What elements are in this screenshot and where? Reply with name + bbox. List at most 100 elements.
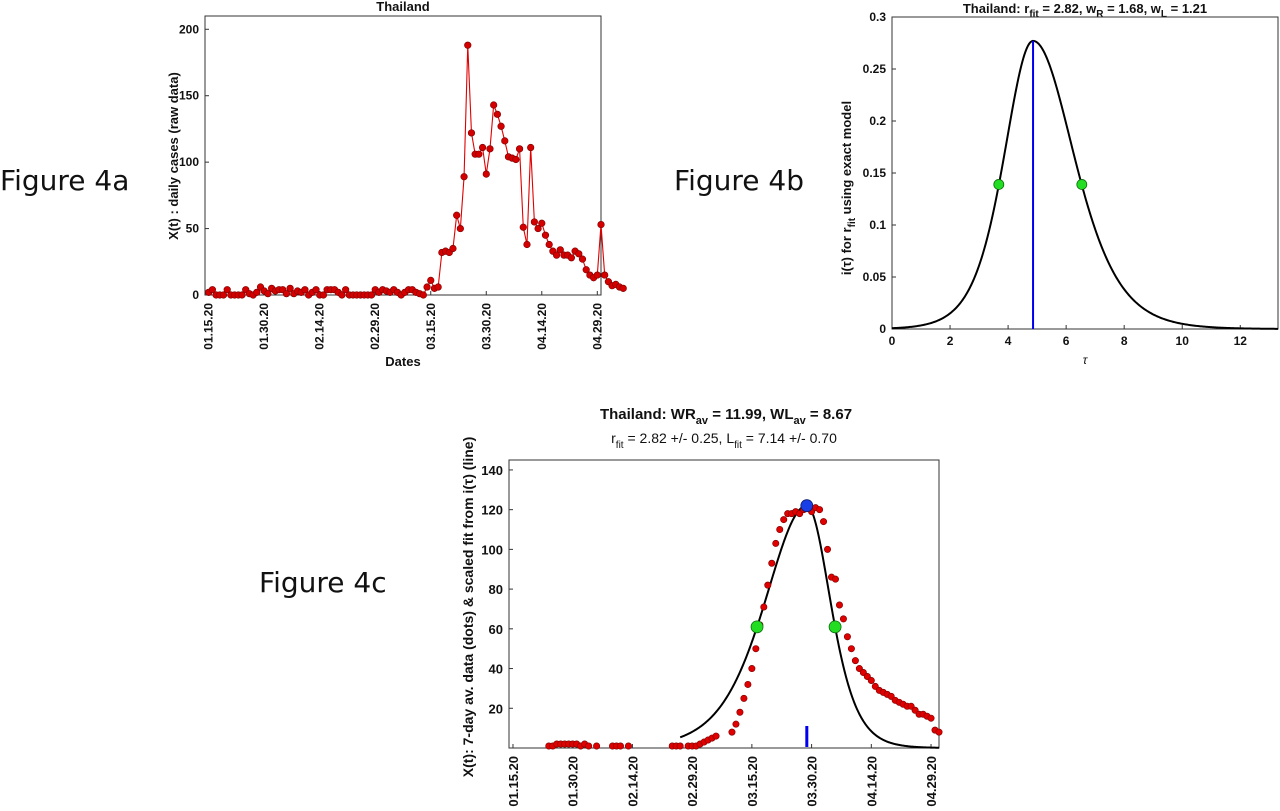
fig4a-data-point <box>427 276 435 284</box>
fig4a-data-point <box>490 101 498 109</box>
fig4c-data-point <box>768 559 776 567</box>
fig4b-half-max-point <box>1076 179 1088 190</box>
fig4c-data-point <box>780 516 788 524</box>
fig4c-fit-curve <box>679 504 940 749</box>
fig4b-x-axis-label: τ <box>1083 353 1089 367</box>
fig4a-y-tick-label: 50 <box>186 222 200 236</box>
fig4c-peak-point <box>800 499 814 513</box>
fig4a-x-tick-label: 04.14.20 <box>535 303 549 350</box>
fig4a-title: Thailand <box>376 0 430 14</box>
fig4c-subtitle: rfit = 2.82 +/- 0.25, Lfit = 7.14 +/- 0.… <box>611 430 837 451</box>
fig4c-data-point <box>835 601 843 609</box>
fig4c-data-point <box>732 720 740 728</box>
fig4b-half-max-point <box>993 179 1005 190</box>
fig4c-chart: Thailand: WRav = 11.99, WLav = 8.67 rfit… <box>460 406 943 807</box>
fig4a-data-point <box>552 251 561 259</box>
fig4b-plot-area <box>891 16 1279 330</box>
fig4c-data-point <box>740 694 748 702</box>
fig4c-data-point <box>585 742 593 750</box>
fig4c-data-point <box>935 728 943 736</box>
fig4a-data-point <box>319 291 328 299</box>
figure-4a-label: Figure 4a <box>0 164 130 197</box>
fig4a-data-point <box>464 41 472 49</box>
fig4b-x-tick-label: 8 <box>1121 334 1128 348</box>
fig4a-data-point <box>619 284 627 292</box>
fig4a-data-point <box>578 255 587 263</box>
fig4a-data-point <box>556 246 564 254</box>
fig4c-title: Thailand: WRav = 11.99, WLav = 8.67 <box>600 406 852 427</box>
fig4c-y-tick-label: 60 <box>489 622 503 637</box>
fig4a-data-point <box>515 145 524 153</box>
fig4b-y-tick-label: 0.15 <box>863 166 887 180</box>
fig4c-data-point <box>820 518 828 526</box>
fig4a-y-axis-label: X(t) : daily cases (raw data) <box>166 72 181 240</box>
fig4a-data-point <box>512 155 520 164</box>
fig4a-data-point <box>449 244 457 253</box>
fig4c-x-tick-label: 02.14.20 <box>625 756 640 807</box>
fig4c-data-point <box>839 615 847 623</box>
fig4c-x-tick-label: 01.15.20 <box>506 756 521 807</box>
fig4a-data-point <box>575 250 583 258</box>
fig4b-x-tick-label: 6 <box>1063 334 1070 348</box>
fig4c-data-point <box>927 714 935 722</box>
fig4a-data-point <box>460 173 468 181</box>
fig4c-x-tick-label: 04.29.20 <box>924 756 939 807</box>
fig4b-x-tick-label: 10 <box>1176 334 1190 348</box>
fig4a-data-point <box>238 291 246 299</box>
fig4c-data-point <box>824 545 832 553</box>
fig4b-y-tick-label: 0.25 <box>863 62 887 76</box>
fig4a-x-tick-label: 02.29.20 <box>368 303 382 350</box>
fig4a-data-point <box>482 170 490 178</box>
fig4a-y-tick-label: 200 <box>179 22 199 36</box>
fig4a-data-point <box>541 231 550 239</box>
fig4c-y-tick-label: 140 <box>481 463 503 478</box>
fig4a-data-point <box>523 240 531 249</box>
fig4a-data-point <box>467 129 476 137</box>
fig4c-data-point <box>843 633 851 641</box>
fig4a-data-point <box>456 224 464 233</box>
fig4a-data-point <box>342 286 350 294</box>
fig4a-data-point <box>530 218 538 226</box>
fig4c-x-tick-label: 03.30.20 <box>805 756 820 807</box>
fig4c-data-point <box>776 526 784 534</box>
fig4a-data-point <box>486 145 494 153</box>
fig4a-data-point <box>338 291 346 299</box>
fig4c-data-point <box>816 506 824 514</box>
fig4c-data-point <box>624 742 632 750</box>
fig4c-y-tick-label: 120 <box>481 503 503 518</box>
fig4a-x-tick-label: 03.15.20 <box>424 303 438 350</box>
fig4b-x-tick-label: 4 <box>1005 334 1012 348</box>
fig4c-y-axis-label: X(t): 7-day av. data (dots) & scaled fit… <box>460 437 476 777</box>
figure-4c-label: Figure 4c <box>259 566 387 599</box>
fig4b-y-tick-label: 0.1 <box>869 218 886 232</box>
fig4a-data-point <box>519 223 527 231</box>
fig4a-data-point <box>501 137 509 145</box>
fig4a-data-point <box>497 122 505 130</box>
fig4a-x-tick-label: 02.14.20 <box>313 303 327 350</box>
fig4c-x-tick-label: 01.30.20 <box>566 756 581 807</box>
fig4a-plot-area <box>204 15 602 296</box>
fig4c-data-point <box>676 742 684 750</box>
fig4c-data-point <box>752 645 760 653</box>
fig4b-y-axis-label: i(τ) for rfit using exact model <box>839 101 858 275</box>
fig4c-data-point <box>744 680 752 688</box>
fig4a-data-point <box>208 286 217 294</box>
fig4c-data-point <box>728 728 736 736</box>
fig4a-data-point <box>597 220 605 229</box>
fig4a-data-point <box>301 286 309 294</box>
fig4a-data-point <box>582 266 590 274</box>
fig4a-data-point <box>567 254 575 262</box>
fig4a-data-point <box>219 291 228 299</box>
fig4a-data-point <box>223 286 231 294</box>
fig4a-data-point <box>593 271 601 279</box>
figure-4b-label: Figure 4b <box>674 164 804 197</box>
fig4c-y-tick-label: 40 <box>489 662 503 677</box>
fig4c-data-point <box>764 581 772 589</box>
fig4c-data-point <box>772 539 780 547</box>
fig4a-data-point <box>434 283 442 291</box>
fig4c-data-point <box>593 742 601 750</box>
fig4b-x-tick-label: 2 <box>947 334 954 348</box>
fig4a-data-point <box>423 283 431 291</box>
fig4b-chart: Thailand: rfit = 2.82, wR = 1.68, wL = 1… <box>839 1 1279 367</box>
